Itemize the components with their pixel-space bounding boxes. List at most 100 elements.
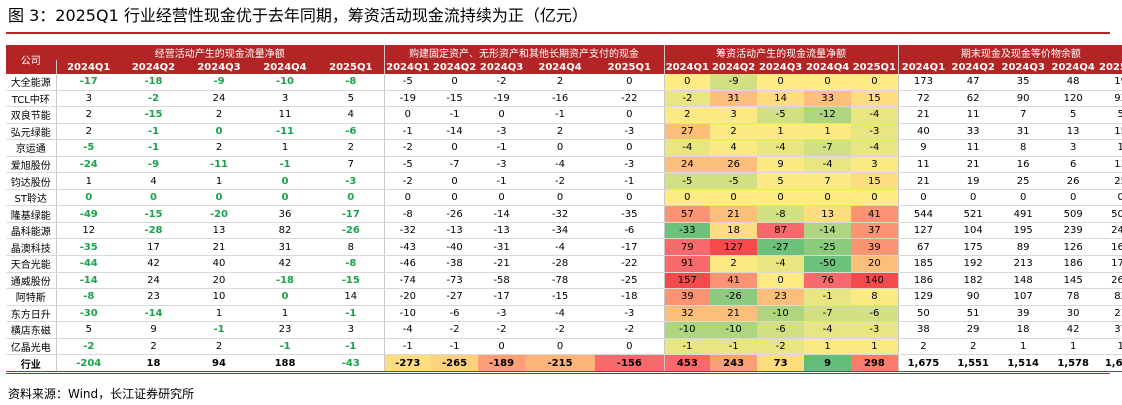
capex-cell: -3 bbox=[478, 305, 526, 323]
fin-cell: 15 bbox=[851, 172, 899, 190]
capex-cell: -10 bbox=[383, 305, 432, 323]
capex-cell: -3 bbox=[478, 156, 526, 174]
cash-cell: 0 bbox=[948, 189, 999, 207]
op-cell: 2 bbox=[186, 338, 252, 356]
capex-cell: 0 bbox=[595, 139, 665, 157]
op-cell: 5 bbox=[55, 321, 121, 339]
company-name: 亿晶光电 bbox=[6, 338, 56, 356]
capex-cell: -7 bbox=[431, 156, 479, 174]
capex-cell: -5 bbox=[383, 74, 432, 91]
quarter-header-cash-2024Q3: 2024Q3 bbox=[998, 60, 1049, 74]
capex-cell: -17 bbox=[478, 288, 526, 306]
cash-cell: 11 bbox=[948, 106, 999, 124]
cash-cell: 21 bbox=[948, 156, 999, 174]
capex-cell: -189 bbox=[478, 354, 526, 372]
cash-cell: 89 bbox=[998, 238, 1049, 257]
capex-cell: -38 bbox=[431, 255, 479, 273]
op-cell: 9 bbox=[121, 321, 186, 339]
capex-cell: -5 bbox=[383, 156, 432, 174]
op-cell: -44 bbox=[55, 255, 121, 273]
fin-cell: 3 bbox=[851, 156, 899, 174]
company-name: 隆基绿能 bbox=[6, 205, 56, 223]
capex-cell: -2 bbox=[478, 321, 526, 339]
cash-cell: 21 bbox=[897, 106, 949, 124]
cashflow-table: 公司 经营活动产生的现金流量净额 购建固定资产、无形资产和其他长期资产支付的现金… bbox=[6, 45, 1122, 372]
capex-cell: -15 bbox=[431, 90, 479, 108]
company-name: 行业 bbox=[6, 354, 56, 372]
cash-cell: 544 bbox=[897, 205, 949, 223]
capex-cell: -215 bbox=[525, 354, 596, 372]
capex-cell: -4 bbox=[525, 305, 596, 323]
capex-cell: 2 bbox=[525, 74, 596, 91]
cash-cell: 18 bbox=[998, 321, 1049, 339]
fin-cell: -4 bbox=[757, 255, 805, 273]
fin-cell: 1 bbox=[757, 123, 805, 141]
op-cell: 0 bbox=[252, 172, 318, 190]
cash-cell: 1 bbox=[998, 338, 1049, 356]
fin-cell: 140 bbox=[851, 272, 899, 290]
fin-cell: -50 bbox=[804, 255, 852, 273]
quarter-header-fin-2024Q2: 2024Q2 bbox=[710, 60, 758, 74]
op-cell: 1 bbox=[186, 172, 252, 190]
op-cell: 3 bbox=[55, 90, 121, 108]
capex-cell: -20 bbox=[383, 288, 432, 306]
capex-cell: -31 bbox=[478, 238, 526, 257]
capex-cell: -1 bbox=[478, 172, 526, 190]
capex-cell: -26 bbox=[431, 205, 479, 223]
op-cell: -26 bbox=[318, 222, 385, 240]
quarter-header-cash-2024Q2: 2024Q2 bbox=[948, 60, 999, 74]
quarter-header-op-2024Q2: 2024Q2 bbox=[121, 60, 186, 74]
capex-cell: -78 bbox=[525, 272, 596, 290]
fin-cell: 157 bbox=[663, 272, 711, 290]
capex-cell: -2 bbox=[383, 172, 432, 190]
fin-cell: -27 bbox=[757, 238, 805, 257]
capex-cell: 0 bbox=[431, 74, 479, 91]
op-cell: -204 bbox=[55, 354, 121, 372]
table-row: 大全能源 -17 -18 -9 -10 -8 -5 0 -2 2 0 0 -9 0 0 0 173 47 35 48 1… bbox=[6, 74, 1122, 91]
cash-cell: 35 bbox=[998, 74, 1049, 91]
table-row: 横店东磁 5 9 -1 23 3 -4 -2 -2 -2 -2 -10 -10 -6 -4 -3 38 29 18 4… bbox=[6, 321, 1122, 339]
cash-cell: 2 bbox=[948, 338, 999, 356]
op-cell: 17 bbox=[121, 238, 186, 257]
cash-cell: 1,514 bbox=[998, 354, 1049, 372]
cash-cell: 0 bbox=[1098, 189, 1122, 207]
capex-cell: -17 bbox=[595, 238, 665, 257]
fin-cell: 3 bbox=[710, 106, 758, 124]
table-row: 天合光能 -44 42 40 42 -8 -46 -38 -21 -28 -22 91 2 -4 -50 20… bbox=[6, 255, 1122, 273]
capex-cell: -3 bbox=[595, 123, 665, 141]
fin-cell: -4 bbox=[851, 139, 899, 157]
cash-cell: 90 bbox=[948, 288, 999, 306]
op-cell: -18 bbox=[252, 272, 318, 290]
capex-cell: 0 bbox=[383, 189, 432, 207]
op-cell: 4 bbox=[121, 172, 186, 190]
cash-cell: 509 bbox=[1048, 205, 1099, 223]
fin-cell: 91 bbox=[663, 255, 711, 273]
op-cell: -1 bbox=[318, 338, 385, 356]
fin-cell: 1 bbox=[804, 123, 852, 141]
quarter-header-capex-2024Q2: 2024Q2 bbox=[431, 60, 479, 74]
cash-cell: 30 bbox=[1048, 305, 1099, 323]
op-cell: 188 bbox=[252, 354, 318, 372]
fin-cell: 0 bbox=[710, 189, 758, 207]
cash-cell: 13 bbox=[1098, 156, 1122, 174]
table-row: 晶澳科技 -35 17 21 31 8 -43 -40 -31 -4 -17 79 127 -27 -25 3… bbox=[6, 238, 1122, 257]
company-name: 京运通 bbox=[6, 139, 56, 157]
quarter-header-cash-2025Q1: 2025Q1 bbox=[1098, 60, 1122, 74]
group-header-financing: 筹资活动产生的现金流量净额 bbox=[663, 45, 899, 60]
capex-cell: -6 bbox=[431, 305, 479, 323]
fin-cell: -1 bbox=[804, 288, 852, 306]
cash-cell: 21 bbox=[897, 172, 949, 190]
capex-cell: -74 bbox=[383, 272, 432, 290]
op-cell: 2 bbox=[121, 338, 186, 356]
fin-cell: 0 bbox=[757, 74, 805, 91]
fin-cell: 127 bbox=[710, 238, 758, 257]
quarter-header-fin-2024Q4: 2024Q4 bbox=[804, 60, 852, 74]
op-cell: 24 bbox=[186, 90, 252, 108]
fin-cell: 39 bbox=[663, 288, 711, 306]
fin-cell: 0 bbox=[851, 74, 899, 91]
cash-cell: 491 bbox=[998, 205, 1049, 223]
quarter-header-capex-2025Q1: 2025Q1 bbox=[595, 60, 665, 74]
op-cell: -14 bbox=[55, 272, 121, 290]
